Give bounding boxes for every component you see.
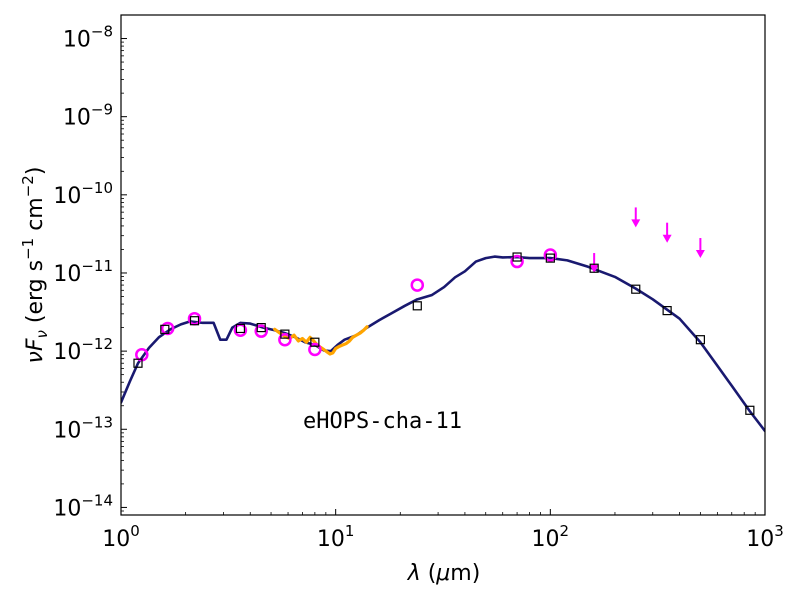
- upper-limit-head: [695, 250, 705, 259]
- y-tick-label: 10−11: [53, 257, 113, 287]
- y-tick-exponent: −13: [81, 413, 113, 431]
- model-sed-line: [121, 255, 765, 433]
- x-axis-unit-rest: m): [450, 561, 480, 586]
- x-tick-exponent: 2: [560, 522, 570, 540]
- y-tick-base: 10: [53, 496, 81, 521]
- y-tick-exponent: −14: [81, 491, 113, 509]
- y-tick-exponent: −11: [81, 257, 113, 275]
- y-axis-unit-a: (erg s: [23, 260, 48, 330]
- y-tick-exponent: −10: [81, 179, 113, 197]
- y-tick-base: 10: [63, 28, 91, 53]
- x-tick-exponent: 1: [345, 522, 355, 540]
- plot-frame: [120, 14, 766, 516]
- irs-spectrum-line: [273, 325, 369, 356]
- y-tick-exponent: −9: [91, 101, 113, 119]
- y-tick-label: 10−10: [53, 179, 113, 209]
- y-tick-label: 10−12: [53, 335, 113, 365]
- model-flux-square: [631, 284, 641, 294]
- model-flux-square: [256, 323, 266, 333]
- observed-flux-point: [278, 332, 292, 347]
- x-tick-base: 10: [102, 527, 130, 552]
- model-flux-square: [160, 324, 170, 334]
- observed-flux-point: [308, 342, 322, 357]
- y-axis-label: νFν (erg s−1 cm−2): [19, 167, 51, 364]
- x-tick-label: 103: [746, 522, 784, 552]
- upper-limit-arrow: [589, 253, 599, 274]
- x-axis-symbol: λ: [407, 561, 421, 586]
- x-tick-exponent: 0: [130, 522, 140, 540]
- x-axis-unit-mu: μ: [435, 561, 450, 586]
- model-flux-square: [280, 329, 290, 339]
- axes: 100 101 102 10310−1410−1310−1210−1110−1010−…: [53, 14, 784, 552]
- model-flux-square: [662, 306, 672, 316]
- model-flux-square: [412, 301, 422, 311]
- upper-limit-head: [662, 234, 672, 243]
- y-tick-base: 10: [63, 106, 91, 131]
- x-axis-label: λ (μm): [407, 561, 481, 586]
- upper-limit-arrow: [695, 238, 705, 259]
- observed-flux-point: [160, 321, 175, 336]
- y-axis-subscript: ν: [33, 330, 51, 338]
- plot-area: [121, 207, 765, 433]
- x-tick-label: 100: [102, 522, 140, 552]
- y-axis-exp1: −1: [19, 238, 37, 260]
- y-tick-label: 10−9: [63, 101, 113, 131]
- x-tick-label: 102: [532, 522, 570, 552]
- observed-flux-point: [410, 278, 425, 292]
- x-tick-base: 10: [532, 527, 560, 552]
- y-tick-label: 10−14: [53, 491, 113, 521]
- y-tick-base: 10: [53, 418, 81, 443]
- y-axis-exp2: −2: [19, 175, 37, 197]
- model-flux-square: [133, 358, 143, 368]
- observed-flux-point: [254, 324, 268, 338]
- plot-series-group: [121, 207, 765, 433]
- upper-limit-head: [589, 265, 599, 274]
- x-tick-base: 10: [317, 527, 345, 552]
- object-name-annotation: eHOPS-cha-11: [303, 409, 462, 434]
- upper-limit-head: [631, 219, 641, 228]
- upper-limit-arrow: [631, 207, 641, 228]
- y-axis-symbol: νF: [23, 338, 48, 363]
- y-axis-unit-b: cm: [23, 197, 48, 238]
- y-tick-label: 10−8: [63, 23, 113, 53]
- y-tick-base: 10: [53, 340, 81, 365]
- x-tick-exponent: 3: [774, 522, 784, 540]
- y-tick-exponent: −8: [91, 23, 113, 41]
- y-tick-base: 10: [53, 262, 81, 287]
- y-tick-exponent: −12: [81, 335, 113, 353]
- model-flux-square: [512, 252, 522, 262]
- observed-flux-point: [543, 248, 558, 262]
- y-tick-base: 10: [53, 184, 81, 209]
- model-flux-square: [189, 316, 200, 326]
- model-flux-square: [745, 405, 755, 415]
- y-axis-unit-c: ): [23, 167, 48, 176]
- observed-flux-point: [510, 254, 524, 269]
- x-tick-label: 101: [317, 522, 355, 552]
- model-flux-square: [695, 335, 705, 345]
- model-flux-square: [545, 253, 555, 263]
- x-tick-base: 10: [746, 527, 774, 552]
- model-flux-square: [589, 263, 599, 273]
- model-flux-square: [310, 337, 320, 347]
- y-tick-label: 10−13: [53, 413, 113, 443]
- model-flux-square: [235, 323, 246, 334]
- x-axis-unit-open: (: [421, 561, 437, 586]
- upper-limit-arrow: [662, 222, 672, 243]
